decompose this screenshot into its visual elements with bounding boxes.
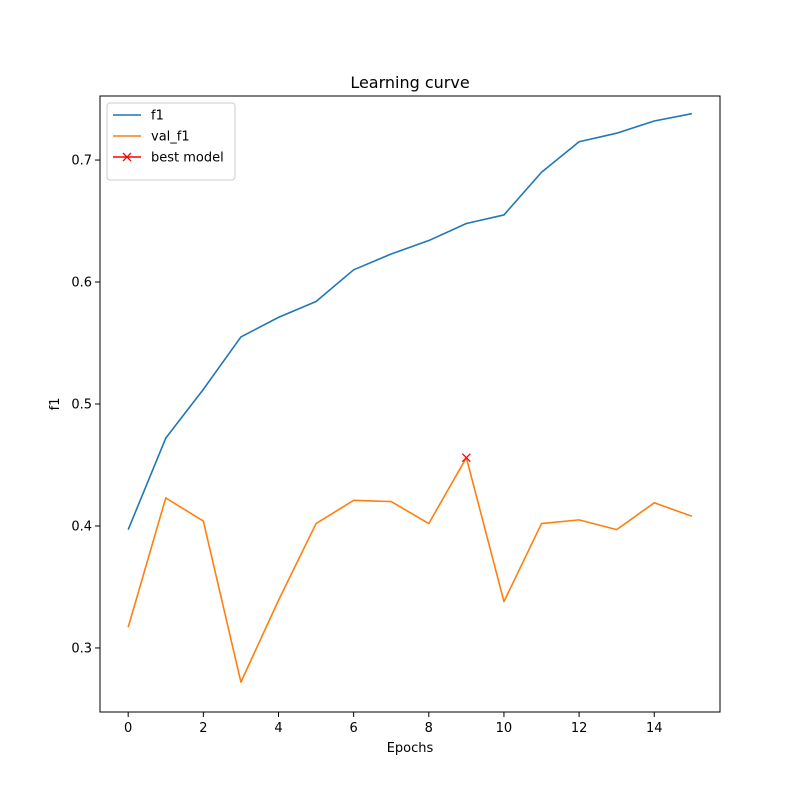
y-tick-label: 0.4 — [71, 519, 92, 534]
x-tick-label: 4 — [274, 721, 282, 736]
x-axis-label: Epochs — [387, 741, 434, 756]
y-tick-label: 0.7 — [71, 154, 92, 169]
legend-label: f1 — [151, 109, 164, 124]
x-tick-label: 14 — [646, 721, 663, 736]
y-axis-ticks: 0.3 0.4 0.5 0.6 0.7 — [71, 154, 100, 657]
y-tick-label: 0.5 — [71, 398, 92, 413]
x-tick-label: 10 — [496, 721, 513, 736]
x-axis-ticks: 0 2 4 6 8 10 12 14 — [124, 712, 662, 736]
y-tick-label: 0.3 — [71, 641, 92, 656]
legend-label: best model — [151, 151, 224, 166]
x-tick-label: 2 — [199, 721, 207, 736]
legend-label: val_f1 — [151, 130, 190, 145]
y-axis-label: f1 — [48, 398, 63, 411]
chart-title: Learning curve — [350, 73, 469, 92]
x-tick-label: 0 — [124, 721, 132, 736]
x-tick-label: 6 — [349, 721, 357, 736]
y-tick-label: 0.6 — [71, 276, 92, 291]
x-tick-label: 8 — [425, 721, 433, 736]
x-tick-label: 12 — [571, 721, 588, 736]
